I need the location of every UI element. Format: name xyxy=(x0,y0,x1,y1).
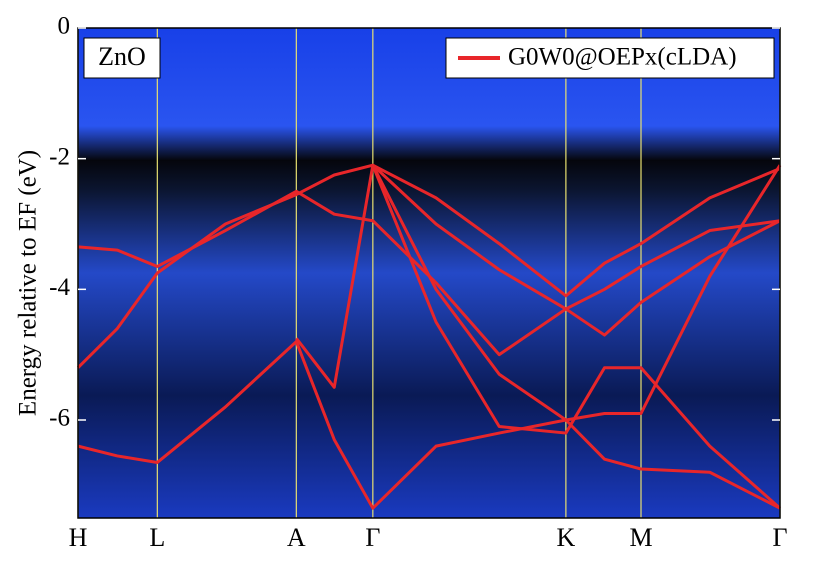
x-tick-label: M xyxy=(629,523,652,552)
y-axis-label: Energy relative to EF (eV) xyxy=(15,150,42,416)
annotation: ZnO xyxy=(98,42,146,71)
y-tick-label: -6 xyxy=(49,405,70,432)
band-line xyxy=(371,164,781,337)
band-line xyxy=(77,340,781,510)
legend-box xyxy=(445,37,775,79)
plot xyxy=(76,28,782,518)
x-tick-label: A xyxy=(287,523,306,552)
plot-frame xyxy=(77,27,781,519)
x-tick-label: L xyxy=(149,523,165,552)
band-line xyxy=(371,164,781,510)
band-line xyxy=(77,189,781,357)
x-tick-label: K xyxy=(556,523,575,552)
x-tick-label: H xyxy=(69,523,88,552)
legend-label: G0W0@OEPx(cLDA) xyxy=(508,44,737,71)
x-tick-label: Γ xyxy=(772,523,787,552)
y-tick-label: -4 xyxy=(49,274,70,301)
band-line xyxy=(295,163,782,422)
y-tick-label: 0 xyxy=(58,13,71,40)
y-tick-label: -2 xyxy=(49,143,70,170)
annotation-box xyxy=(83,37,161,79)
x-tick-label: Γ xyxy=(365,523,380,552)
band-line xyxy=(76,163,781,369)
